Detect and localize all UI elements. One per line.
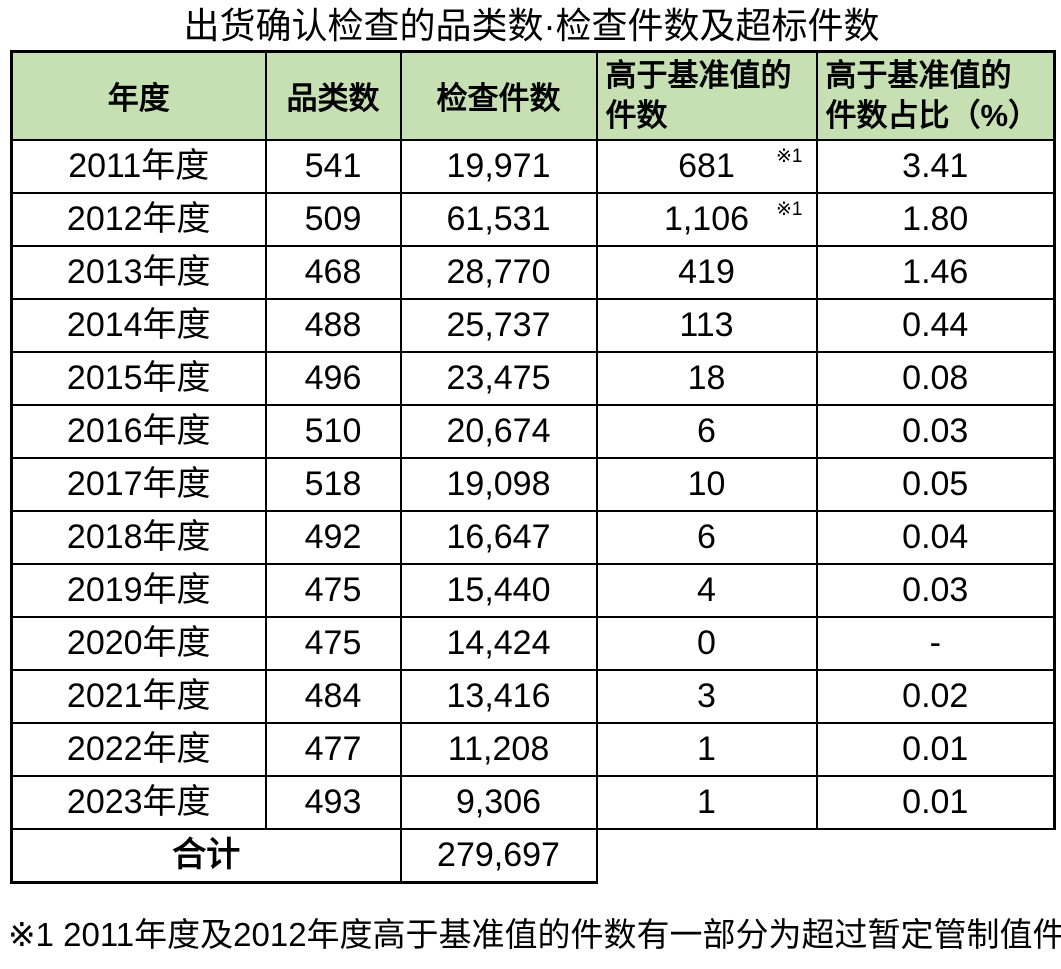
inspected-cell: 13,416 bbox=[399, 668, 598, 724]
inspected-cell: 25,737 bbox=[399, 297, 598, 353]
col-header-year: 年度 bbox=[10, 50, 267, 141]
year-cell: 2017年度 bbox=[10, 456, 267, 512]
categories-cell: 484 bbox=[264, 668, 402, 724]
exceed-cell: 681 ※1 bbox=[595, 138, 818, 194]
year-cell: 2016年度 bbox=[10, 403, 267, 459]
table-row: 2015年度 496 23,475 18 0.08 bbox=[10, 350, 1056, 406]
categories-cell: 475 bbox=[264, 615, 402, 671]
inspected-cell: 23,475 bbox=[399, 350, 598, 406]
inspected-cell: 19,098 bbox=[399, 456, 598, 512]
inspected-cell: 14,424 bbox=[399, 615, 598, 671]
categories-cell: 493 bbox=[264, 774, 402, 830]
categories-cell: 510 bbox=[264, 403, 402, 459]
year-cell: 2012年度 bbox=[10, 191, 267, 247]
ratio-cell: 0.02 bbox=[815, 668, 1056, 724]
ratio-cell: 0.03 bbox=[815, 562, 1056, 618]
inspected-cell: 11,208 bbox=[399, 721, 598, 777]
exceed-cell: 1 bbox=[595, 774, 818, 830]
col-header-inspected: 检查件数 bbox=[399, 50, 598, 141]
ratio-cell: 0.01 bbox=[815, 721, 1056, 777]
ratio-cell: 1.46 bbox=[815, 244, 1056, 300]
inspected-cell: 9,306 bbox=[399, 774, 598, 830]
exceed-cell: 0 bbox=[595, 615, 818, 671]
year-cell: 2020年度 bbox=[10, 615, 267, 671]
exceed-value: 681 bbox=[678, 146, 735, 185]
exceed-value: 1,106 bbox=[663, 199, 750, 238]
table-row: 2018年度 492 16,647 6 0.04 bbox=[10, 509, 1056, 565]
table-row: 2020年度 475 14,424 0 - bbox=[10, 615, 1056, 671]
footnote-marker: ※1 bbox=[776, 198, 803, 220]
exceed-cell: 4 bbox=[595, 562, 818, 618]
categories-cell: 496 bbox=[264, 350, 402, 406]
ratio-cell: 1.80 bbox=[815, 191, 1056, 247]
total-inspected-cell: 279,697 bbox=[399, 827, 598, 884]
empty-cell bbox=[817, 829, 1055, 883]
exceed-cell: 6 bbox=[595, 403, 818, 459]
year-cell: 2018年度 bbox=[10, 509, 267, 565]
table-row: 2014年度 488 25,737 113 0.44 bbox=[10, 297, 1056, 353]
categories-cell: 477 bbox=[264, 721, 402, 777]
ratio-cell: 0.04 bbox=[815, 509, 1056, 565]
col-header-exceed: 高于基准值的 件数 bbox=[595, 50, 818, 141]
exceed-cell: 10 bbox=[595, 456, 818, 512]
year-cell: 2011年度 bbox=[10, 138, 267, 194]
table-row: 2013年度 468 28,770 419 1.46 bbox=[10, 244, 1056, 300]
ratio-cell: - bbox=[815, 615, 1056, 671]
inspected-cell: 61,531 bbox=[399, 191, 598, 247]
footnote-marker: ※1 bbox=[776, 145, 803, 167]
categories-cell: 488 bbox=[264, 297, 402, 353]
ratio-cell: 0.05 bbox=[815, 456, 1056, 512]
total-label: 合计 bbox=[10, 827, 402, 884]
ratio-cell: 0.03 bbox=[815, 403, 1056, 459]
year-cell: 2021年度 bbox=[10, 668, 267, 724]
header-row: 年度 品类数 检查件数 高于基准值的 件数 高于基准值的 件数占比（%） bbox=[10, 50, 1056, 141]
inspection-table: 年度 品类数 检查件数 高于基准值的 件数 高于基准值的 件数占比（%） 201… bbox=[10, 50, 1056, 884]
ratio-cell: 0.08 bbox=[815, 350, 1056, 406]
table-row: 2016年度 510 20,674 6 0.03 bbox=[10, 403, 1056, 459]
ratio-cell: 3.41 bbox=[815, 138, 1056, 194]
categories-cell: 468 bbox=[264, 244, 402, 300]
table-row: 2019年度 475 15,440 4 0.03 bbox=[10, 562, 1056, 618]
exceed-cell: 3 bbox=[595, 668, 818, 724]
ratio-cell: 0.01 bbox=[815, 774, 1056, 830]
exceed-cell: 18 bbox=[595, 350, 818, 406]
exceed-cell: 419 bbox=[595, 244, 818, 300]
total-row: 合计 279,697 bbox=[10, 827, 1055, 884]
exceed-cell: 6 bbox=[595, 509, 818, 565]
categories-cell: 509 bbox=[264, 191, 402, 247]
year-cell: 2013年度 bbox=[10, 244, 267, 300]
col-header-ratio: 高于基准值的 件数占比（%） bbox=[815, 50, 1056, 141]
inspected-cell: 15,440 bbox=[399, 562, 598, 618]
exceed-cell: 1,106 ※1 bbox=[595, 191, 818, 247]
categories-cell: 541 bbox=[264, 138, 402, 194]
table-row: 2012年度 509 61,531 1,106 ※1 1.80 bbox=[10, 191, 1056, 247]
exceed-cell: 1 bbox=[595, 721, 818, 777]
year-cell: 2023年度 bbox=[10, 774, 267, 830]
table-row: 2023年度 493 9,306 1 0.01 bbox=[10, 774, 1056, 830]
categories-cell: 518 bbox=[264, 456, 402, 512]
year-cell: 2019年度 bbox=[10, 562, 267, 618]
ratio-cell: 0.44 bbox=[815, 297, 1056, 353]
table-row: 2011年度 541 19,971 681 ※1 3.41 bbox=[10, 138, 1056, 194]
empty-cell bbox=[597, 829, 817, 883]
categories-cell: 475 bbox=[264, 562, 402, 618]
inspected-cell: 16,647 bbox=[399, 509, 598, 565]
year-cell: 2015年度 bbox=[10, 350, 267, 406]
footnote: ※1 2011年度及2012年度高于基准值的件数有一部分为超过暂定管制值件数 bbox=[8, 915, 1061, 953]
col-header-categories: 品类数 bbox=[264, 50, 402, 141]
year-cell: 2014年度 bbox=[10, 297, 267, 353]
table-row: 2021年度 484 13,416 3 0.02 bbox=[10, 668, 1056, 724]
table-row: 2017年度 518 19,098 10 0.05 bbox=[10, 456, 1056, 512]
inspected-cell: 19,971 bbox=[399, 138, 598, 194]
page-title: 出货确认检查的品类数·检查件数及超标件数 bbox=[183, 5, 880, 46]
inspected-cell: 20,674 bbox=[399, 403, 598, 459]
categories-cell: 492 bbox=[264, 509, 402, 565]
inspected-cell: 28,770 bbox=[399, 244, 598, 300]
exceed-cell: 113 bbox=[595, 297, 818, 353]
table-row: 2022年度 477 11,208 1 0.01 bbox=[10, 721, 1056, 777]
year-cell: 2022年度 bbox=[10, 721, 267, 777]
